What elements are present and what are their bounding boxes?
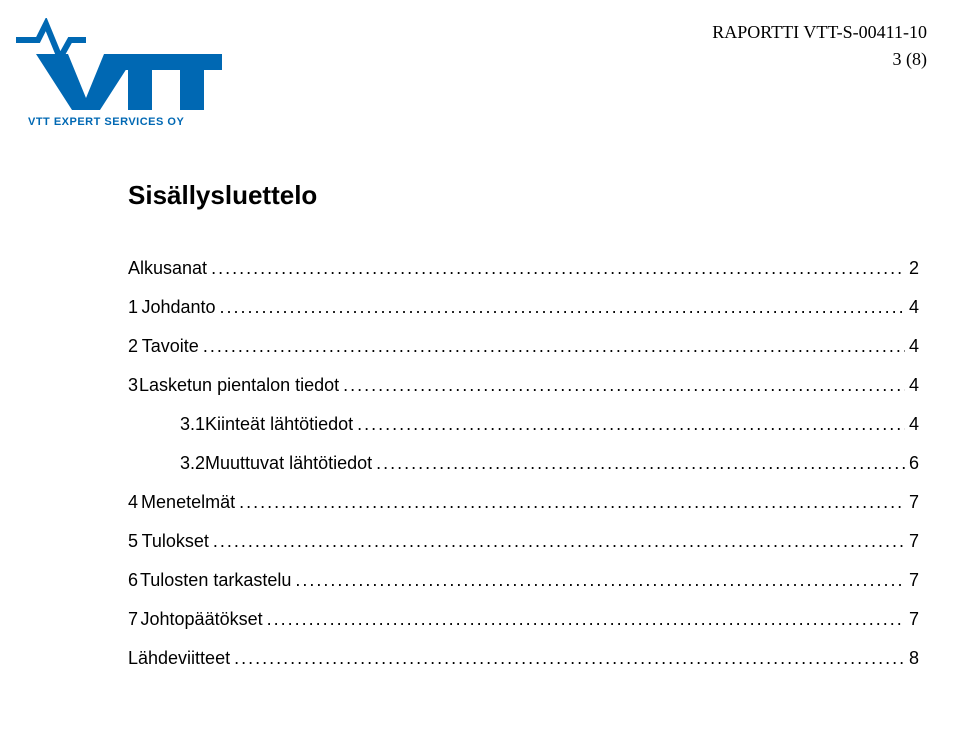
toc-entry-number: 1 — [128, 297, 141, 318]
toc-entry-page: 7 — [909, 492, 919, 513]
toc-entry-number: 4 — [128, 492, 141, 513]
toc-leader-dots — [267, 609, 905, 630]
vtt-logo: VTT EXPERT SERVICES OY — [16, 18, 226, 133]
toc-entry-number: 3 — [128, 375, 139, 396]
toc-entry-page: 4 — [909, 336, 919, 357]
toc-entry: 5Tulokset 7 — [128, 531, 919, 552]
toc-entry-number: 2 — [128, 336, 142, 357]
toc-entry: 6Tulosten tarkastelu 7 — [128, 570, 919, 591]
toc-entry-label: Kiinteät lähtötiedot — [205, 414, 353, 435]
toc-entry-label: Lasketun pientalon tiedot — [139, 375, 339, 396]
toc-entry-page: 2 — [909, 258, 919, 279]
toc-entry: 7Johtopäätökset7 — [128, 609, 919, 630]
toc-leader-dots — [343, 375, 905, 396]
toc-leader-dots — [376, 453, 905, 474]
toc-leader-dots — [213, 531, 905, 552]
toc-entry-number: 3.2 — [180, 453, 205, 474]
toc-entry: Lähdeviitteet 8 — [128, 648, 919, 669]
toc-entry: 3Lasketun pientalon tiedot 4 — [128, 375, 919, 396]
toc-entry-number: 5 — [128, 531, 142, 552]
letter-t-1 — [110, 54, 170, 110]
vtt-wordmark — [36, 54, 222, 110]
toc-leader-dots — [295, 570, 905, 591]
toc-entry-number: 6 — [128, 570, 140, 591]
toc-leader-dots — [357, 414, 905, 435]
toc-entry-number: 3.1 — [180, 414, 205, 435]
vtt-logo-svg: VTT EXPERT SERVICES OY — [16, 18, 226, 128]
document-page: RAPORTTI VTT-S-00411-10 3 (8) VTT EXPERT… — [0, 0, 959, 736]
toc-entry-page: 7 — [909, 570, 919, 591]
toc-entry: 1Johdanto 4 — [128, 297, 919, 318]
logo-tagline: VTT EXPERT SERVICES OY — [28, 116, 184, 128]
toc-entry: Alkusanat 2 — [128, 258, 919, 279]
toc-entry-label: Johtopäätökset — [141, 609, 263, 630]
toc-entry-label: Johdanto — [141, 297, 215, 318]
header-right: RAPORTTI VTT-S-00411-10 3 (8) — [712, 22, 927, 70]
toc-entry-label: Tulokset — [142, 531, 209, 552]
letter-t-2 — [162, 54, 222, 110]
toc-entry-page: 4 — [909, 414, 919, 435]
toc-entry-page: 8 — [909, 648, 919, 669]
toc-entry: 3.1Kiinteät lähtötiedot 4 — [180, 414, 919, 435]
toc-entry: 4Menetelmät 7 — [128, 492, 919, 513]
toc-leader-dots — [220, 297, 905, 318]
page-indicator: 3 (8) — [712, 49, 927, 70]
toc: Alkusanat21Johdanto42Tavoite43Lasketun p… — [128, 258, 919, 687]
toc-entry: 2Tavoite 4 — [128, 336, 919, 357]
toc-leader-dots — [211, 258, 905, 279]
pulse-line-icon — [16, 24, 86, 58]
toc-entry: 3.2Muuttuvat lähtötiedot 6 — [180, 453, 919, 474]
toc-entry-label: Lähdeviitteet — [128, 648, 230, 669]
toc-leader-dots — [239, 492, 905, 513]
toc-entry-number: 7 — [128, 609, 141, 630]
toc-entry-page: 4 — [909, 297, 919, 318]
toc-entry-page: 4 — [909, 375, 919, 396]
toc-entry-label: Menetelmät — [141, 492, 235, 513]
toc-leader-dots — [203, 336, 905, 357]
toc-title: Sisällysluettelo — [128, 180, 317, 211]
toc-entry-label: Tavoite — [142, 336, 199, 357]
toc-entry-page: 6 — [909, 453, 919, 474]
toc-entry-page: 7 — [909, 609, 919, 630]
toc-entry-page: 7 — [909, 531, 919, 552]
toc-entry-label: Muuttuvat lähtötiedot — [205, 453, 372, 474]
toc-leader-dots — [234, 648, 905, 669]
toc-entry-label: Tulosten tarkastelu — [140, 570, 291, 591]
toc-entry-label: Alkusanat — [128, 258, 207, 279]
report-id: RAPORTTI VTT-S-00411-10 — [712, 22, 927, 43]
